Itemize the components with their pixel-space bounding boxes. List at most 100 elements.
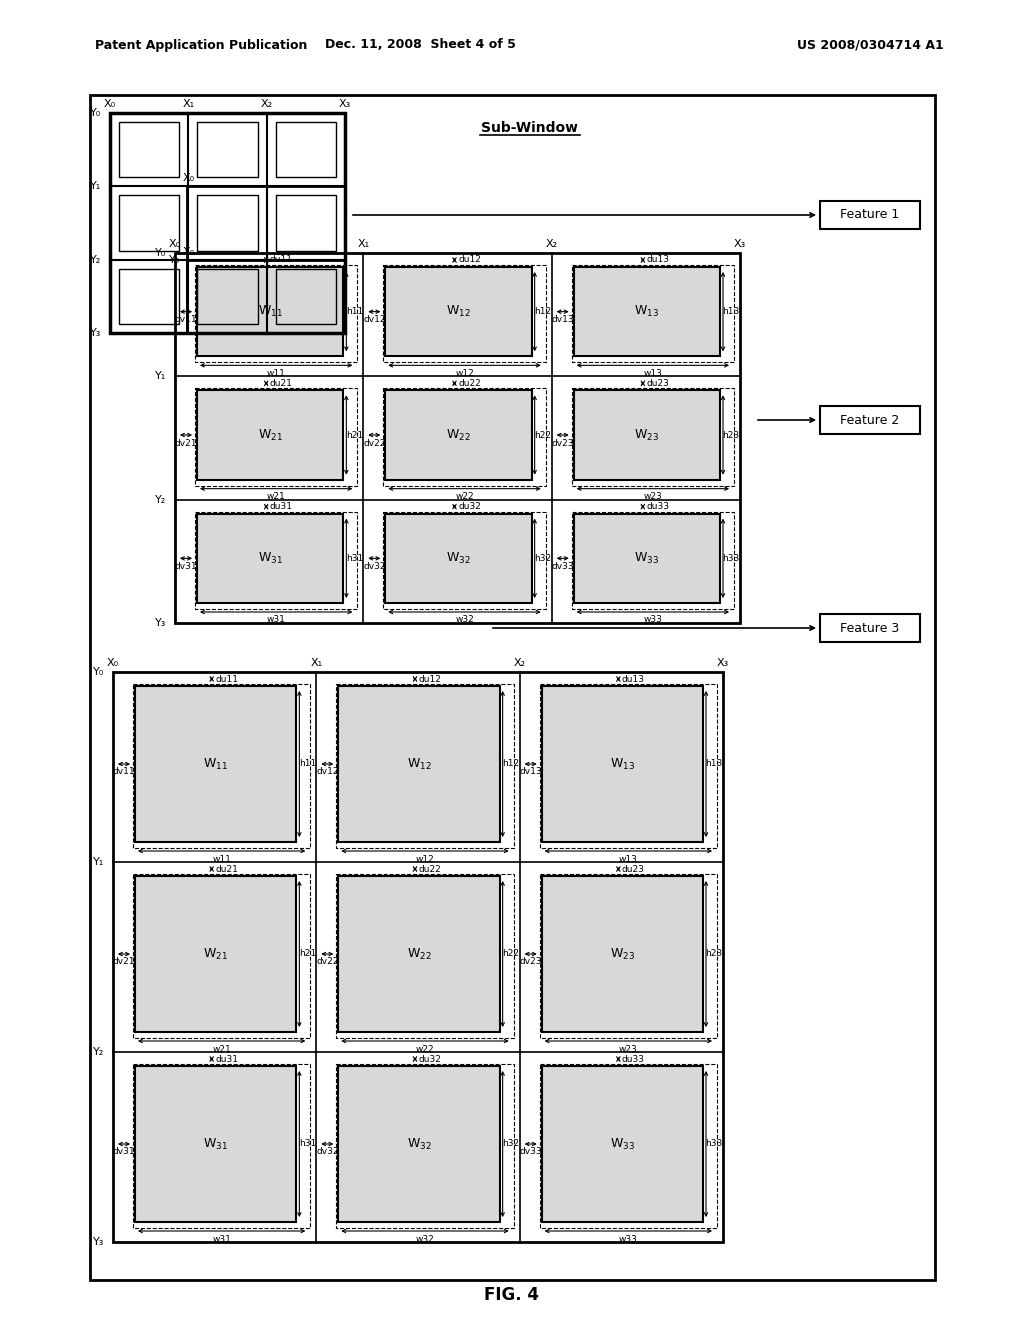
Bar [338,686,500,842]
Text: du11: du11 [215,675,239,684]
Text: W$_{33}$: W$_{33}$ [610,1137,635,1151]
Bar [571,388,734,486]
Text: w22: w22 [456,492,474,502]
Text: du21: du21 [215,865,239,874]
Text: Y₀: Y₀ [93,667,104,677]
Text: dv12: dv12 [364,315,386,325]
Bar [338,1067,500,1222]
Text: w12: w12 [455,368,474,378]
Bar [195,265,357,362]
Bar [820,407,920,434]
Bar [133,684,310,847]
Text: Y₂: Y₂ [90,255,101,265]
Bar [119,269,179,323]
Text: du33: du33 [646,502,670,511]
Text: Feature 3: Feature 3 [841,622,900,635]
Text: X₀: X₀ [169,239,181,249]
Bar [573,513,720,603]
Bar [135,686,296,842]
Text: W$_{11}$: W$_{11}$ [204,756,228,772]
Bar [119,121,179,177]
Text: h11: h11 [346,308,362,317]
Text: w33: w33 [618,1234,638,1243]
Text: dv33: dv33 [551,562,574,570]
Bar [187,186,345,333]
Bar [542,1067,703,1222]
Text: W$_{32}$: W$_{32}$ [446,550,471,566]
Bar [275,269,336,323]
Text: du13: du13 [646,256,670,264]
Text: Y₀: Y₀ [156,248,167,257]
Text: dv21: dv21 [113,957,135,966]
Text: Feature 2: Feature 2 [841,413,900,426]
Text: X₁: X₁ [310,657,323,668]
Text: dv22: dv22 [364,438,385,447]
Bar [571,512,734,609]
Text: du32: du32 [458,502,481,511]
Bar [90,95,935,1280]
Bar [275,195,336,251]
Text: w23: w23 [643,492,663,502]
Text: w11: w11 [212,854,231,863]
Text: h23: h23 [723,430,739,440]
Bar [385,513,531,603]
Bar [383,388,546,486]
Text: h31: h31 [346,554,362,562]
Bar [540,684,717,847]
Text: X₁: X₁ [357,239,370,249]
Text: W$_{21}$: W$_{21}$ [204,946,228,961]
Text: W$_{33}$: W$_{33}$ [635,550,659,566]
Bar [542,876,703,1032]
Bar [133,1064,310,1228]
Text: Feature 1: Feature 1 [841,209,900,222]
Text: w31: w31 [212,1234,231,1243]
Bar [338,876,500,1032]
Text: W$_{23}$: W$_{23}$ [610,946,635,961]
Text: du22: du22 [458,379,481,388]
Text: Patent Application Publication: Patent Application Publication [95,38,307,51]
Text: du12: du12 [458,256,481,264]
Text: w32: w32 [455,615,474,624]
Text: h13: h13 [706,759,723,768]
Text: W$_{13}$: W$_{13}$ [610,756,635,772]
Bar [198,195,258,251]
Bar [275,121,336,177]
Text: du32: du32 [419,1055,441,1064]
Bar [336,684,514,847]
Bar [175,253,740,623]
Text: w21: w21 [267,492,286,502]
Bar [540,874,717,1038]
Text: h22: h22 [502,949,519,958]
Text: dv23: dv23 [551,438,573,447]
Text: h13: h13 [722,308,739,317]
Text: dv33: dv33 [519,1147,542,1156]
Text: h23: h23 [706,949,723,958]
Text: Y₀: Y₀ [169,255,180,265]
Text: X₁: X₁ [182,99,195,110]
Text: dv13: dv13 [519,767,542,776]
Text: h32: h32 [502,1139,519,1148]
Bar [336,1064,514,1228]
Text: X₃: X₃ [339,99,351,110]
Text: W$_{31}$: W$_{31}$ [258,550,283,566]
Text: h33: h33 [706,1139,723,1148]
Bar [119,195,179,251]
Text: h31: h31 [299,1139,316,1148]
Bar [542,686,703,842]
Bar [135,876,296,1032]
Text: w11: w11 [266,368,286,378]
Text: W$_{12}$: W$_{12}$ [446,304,471,319]
Bar [383,265,546,362]
Bar [195,388,357,486]
Bar [383,512,546,609]
Text: X₀: X₀ [104,99,116,110]
Text: dv11: dv11 [113,767,135,776]
Text: du22: du22 [419,865,441,874]
Text: w12: w12 [416,854,434,863]
Text: dv31: dv31 [175,562,198,570]
Bar [197,391,343,479]
Bar [820,201,920,228]
Text: h32: h32 [535,554,551,562]
Bar [197,513,343,603]
Text: Dec. 11, 2008  Sheet 4 of 5: Dec. 11, 2008 Sheet 4 of 5 [325,38,515,51]
